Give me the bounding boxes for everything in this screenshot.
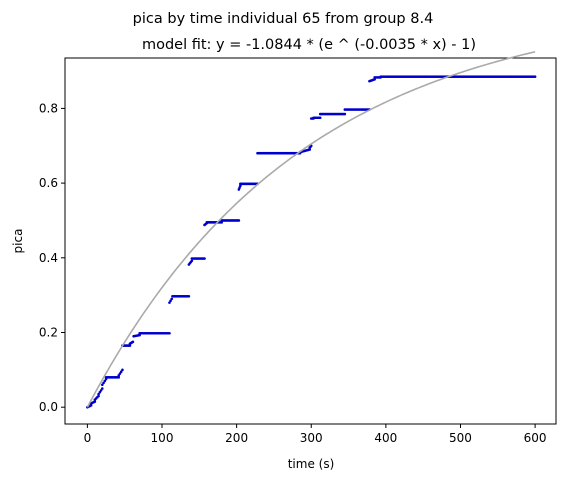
chart-suptitle: pica by time individual 65 from group 8.…: [133, 11, 434, 27]
data-point: [170, 297, 174, 301]
data-point: [104, 377, 108, 381]
x-axis-label: time (s): [288, 457, 335, 471]
data-point: [343, 112, 347, 116]
data-point: [308, 148, 312, 151]
chart-title: model fit: y = -1.0844 * (e ^ (-0.0035 *…: [142, 37, 476, 53]
x-tick-label: 400: [374, 431, 397, 445]
data-point: [128, 344, 132, 347]
x-tick-label: 0: [84, 431, 92, 445]
y-axis-label: pica: [11, 229, 25, 254]
data-point: [117, 376, 121, 379]
data-point: [103, 379, 107, 383]
data-point: [131, 340, 135, 344]
x-tick-label: 100: [151, 431, 174, 445]
data-point: [97, 394, 100, 398]
y-tick-label: 0.6: [39, 176, 58, 190]
data-point: [203, 257, 206, 260]
model-fit-line: [86, 51, 536, 408]
y-tick-label: 0.8: [39, 101, 58, 115]
data-point: [318, 116, 322, 120]
data-point: [190, 259, 194, 263]
data-point: [98, 390, 102, 394]
data-point: [89, 404, 93, 407]
data-point: [117, 374, 121, 377]
y-axis-ticks: 0.0 0.2 0.4 0.6 0.8: [39, 101, 65, 414]
data-point: [187, 294, 191, 298]
data-point: [237, 219, 241, 222]
x-axis-ticks: 0 100 200 300 400 500 600: [84, 424, 547, 445]
y-tick-label: 0.2: [39, 326, 58, 340]
plot-area: [64, 57, 557, 425]
data-point: [101, 383, 104, 387]
data-point: [168, 331, 171, 335]
data-point: [93, 400, 97, 403]
data-point: [220, 221, 223, 224]
data-point: [373, 77, 376, 81]
x-tick-label: 500: [449, 431, 472, 445]
data-point: [97, 392, 100, 396]
data-point: [121, 368, 124, 372]
x-tick-label: 200: [225, 431, 248, 445]
x-tick-label: 600: [524, 431, 547, 445]
data-point: [169, 299, 172, 303]
data-point: [102, 381, 105, 385]
data-point: [118, 372, 122, 375]
data-point: [239, 184, 242, 188]
data-point: [533, 75, 537, 78]
data-point: [101, 387, 104, 390]
data-point: [99, 389, 103, 392]
y-tick-label: 0.0: [39, 400, 58, 414]
data-point: [119, 370, 123, 374]
x-tick-label: 300: [300, 431, 323, 445]
y-tick-label: 0.4: [39, 251, 58, 265]
